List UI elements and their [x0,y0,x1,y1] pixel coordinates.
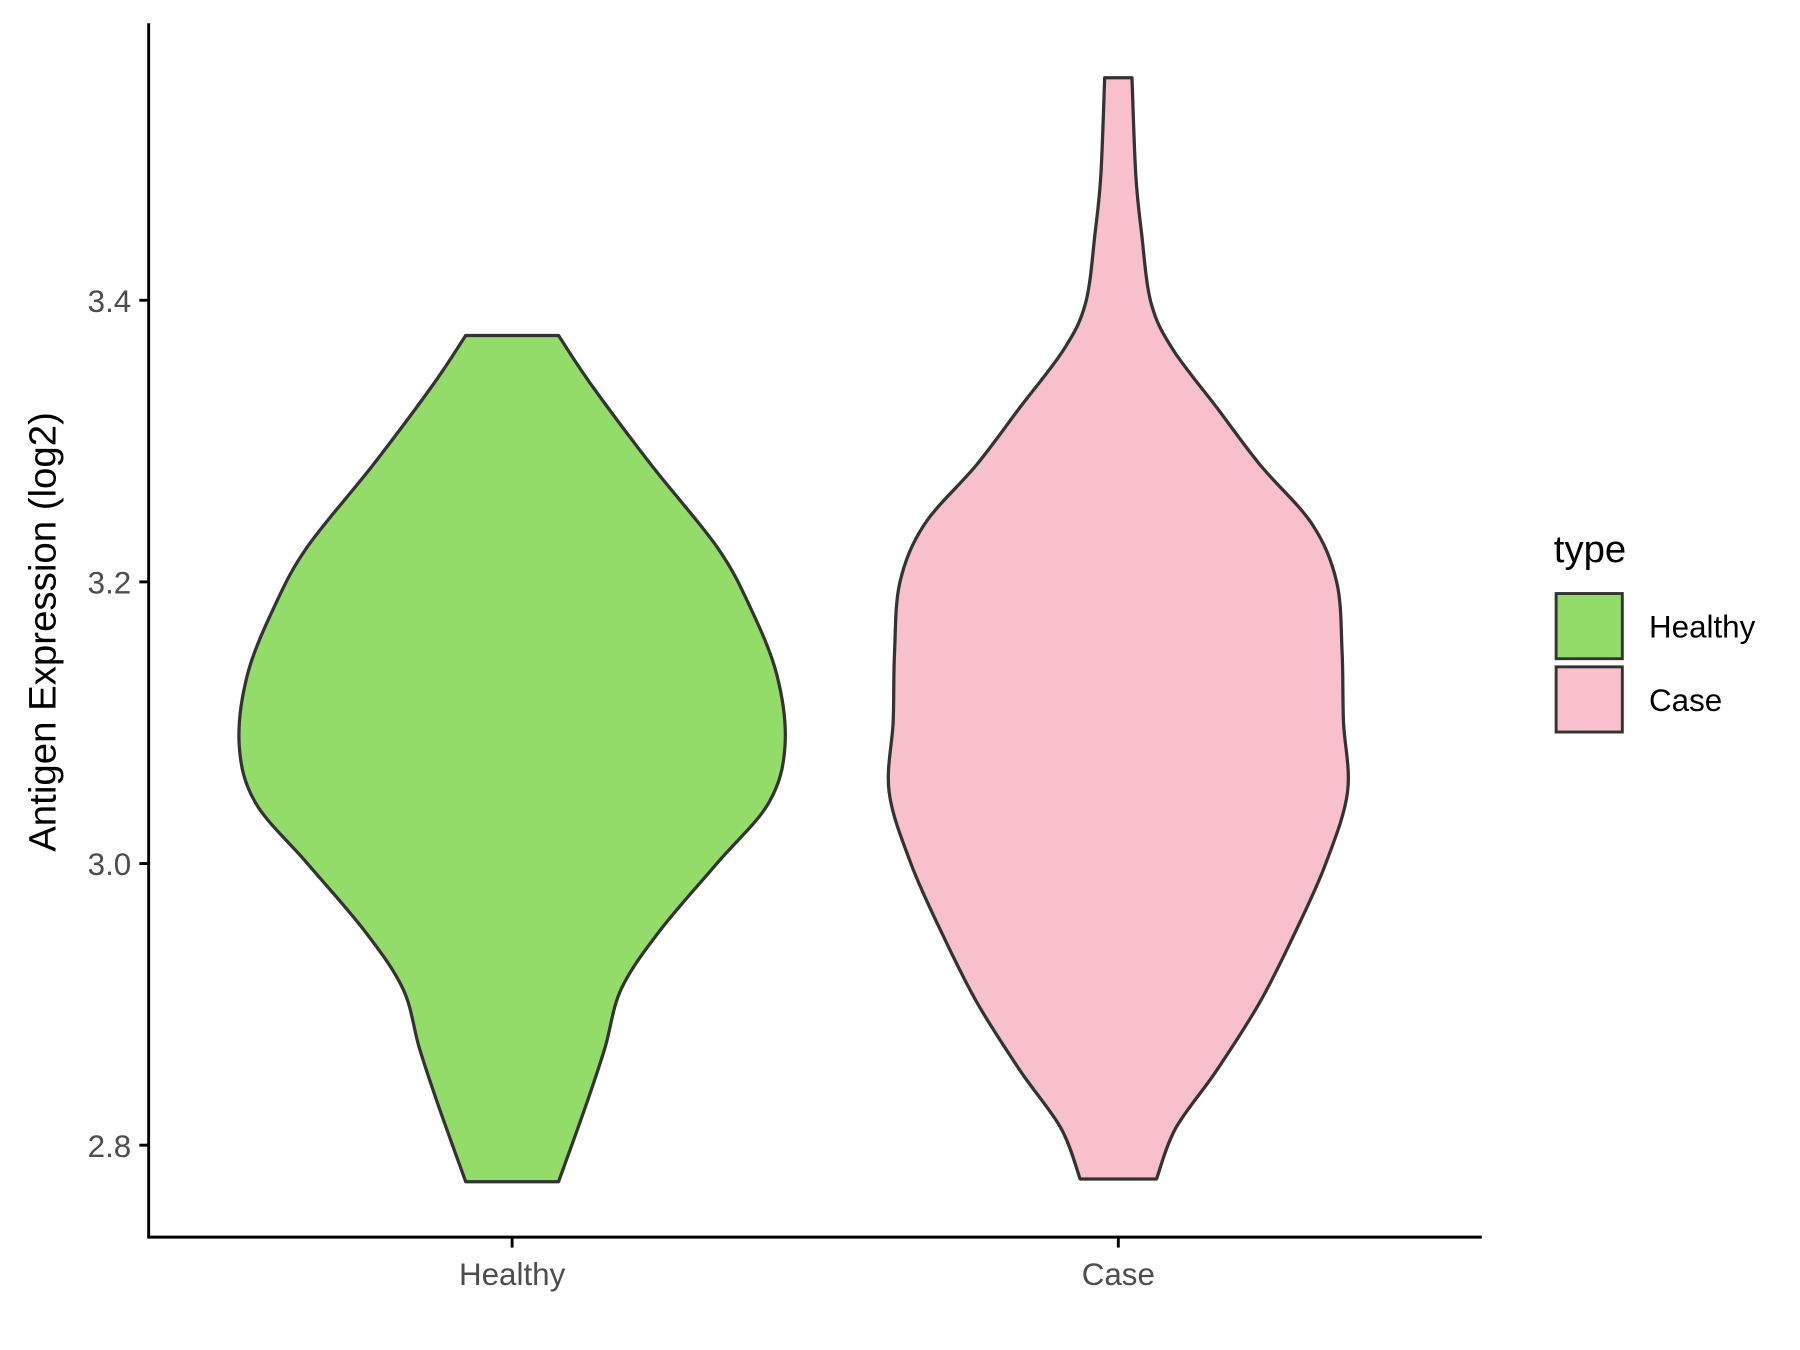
legend-label-case: Case [1649,683,1722,718]
y-ticks: 2.8 3.0 3.2 3.4 [88,284,149,1164]
y-axis-label: Antigen Expression (log2) [22,412,65,852]
legend-label-healthy: Healthy [1649,610,1756,645]
y-tick-label: 2.8 [88,1129,132,1164]
legend-title: type [1554,528,1626,571]
legend: type Healthy Case [1554,528,1756,734]
legend-key-healthy [1554,592,1624,661]
y-tick-label: 3.2 [88,566,132,601]
violin-case [886,76,1350,1181]
y-tick-label: 3.0 [88,847,132,882]
legend-key-case [1554,665,1624,734]
y-tick-label: 3.4 [88,284,132,319]
x-tick-label: Healthy [459,1257,566,1292]
x-tick-label: Case [1082,1257,1155,1292]
violin-healthy [237,333,787,1184]
x-ticks: Healthy Case [459,1237,1155,1292]
violins [237,76,1350,1184]
